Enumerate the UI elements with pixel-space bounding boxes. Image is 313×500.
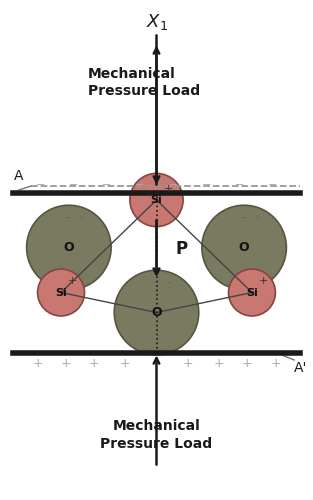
Text: A: A [14, 170, 23, 183]
Text: +: + [270, 357, 281, 370]
Text: Si: Si [55, 288, 67, 298]
Text: +: + [259, 276, 269, 286]
Text: +: + [60, 357, 71, 370]
Text: Mechanical
Pressure Load: Mechanical Pressure Load [88, 67, 200, 98]
Text: −: − [268, 180, 277, 190]
Text: +: + [89, 357, 99, 370]
Text: +: + [68, 276, 78, 286]
Text: −: − [234, 180, 244, 190]
Ellipse shape [114, 270, 199, 355]
Text: O: O [239, 241, 249, 254]
Text: −: − [202, 180, 211, 190]
Text: −: − [69, 180, 79, 190]
Text: O: O [64, 241, 74, 254]
Text: −: − [102, 180, 111, 190]
Text: A': A' [294, 362, 308, 376]
Text: $X_1$: $X_1$ [146, 12, 167, 32]
Text: −: − [135, 180, 145, 190]
Text: −  −: − − [65, 213, 85, 222]
Text: −: − [36, 180, 45, 190]
Text: −: − [168, 180, 178, 190]
Text: Si: Si [151, 195, 162, 205]
Text: +: + [164, 184, 173, 194]
Ellipse shape [38, 269, 85, 316]
Text: +: + [120, 357, 131, 370]
Text: +: + [182, 357, 193, 370]
Ellipse shape [130, 174, 183, 227]
Text: O: O [151, 306, 162, 319]
Ellipse shape [228, 269, 275, 316]
Text: −  −: − − [153, 278, 172, 287]
Text: +: + [242, 357, 253, 370]
Ellipse shape [202, 205, 286, 290]
Ellipse shape [27, 205, 111, 290]
Text: Mechanical
Pressure Load: Mechanical Pressure Load [100, 420, 213, 450]
Text: +: + [32, 357, 43, 370]
Text: +: + [214, 357, 224, 370]
Text: Si: Si [246, 288, 258, 298]
Text: P: P [175, 240, 187, 258]
Text: −  −: − − [241, 213, 260, 222]
